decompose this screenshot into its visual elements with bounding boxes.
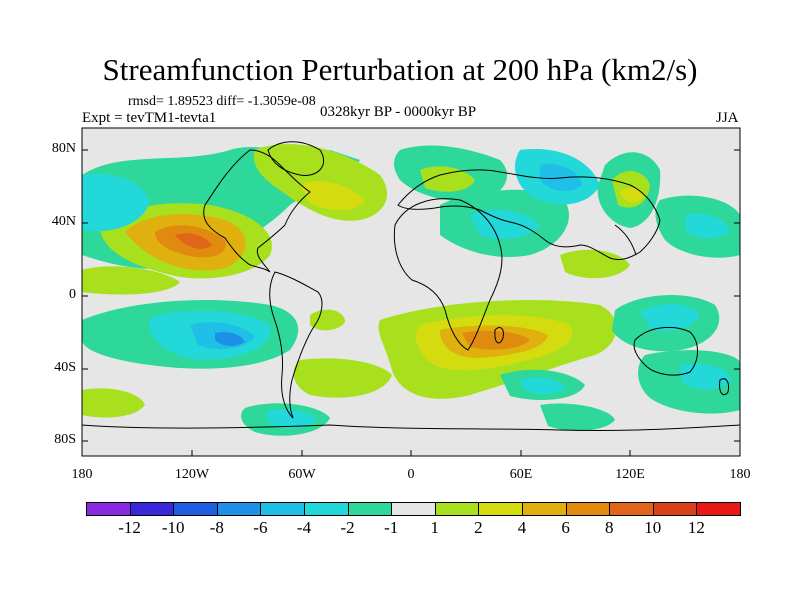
y-tick-label: 0 (69, 287, 76, 302)
x-tick-label: 60E (509, 467, 533, 482)
coastline (633, 327, 698, 376)
contour-region (175, 233, 212, 249)
colorbar-label: 8 (604, 518, 614, 537)
colorbar-label: -8 (209, 518, 224, 537)
contour-region (300, 180, 365, 211)
season-label: JJA (716, 110, 739, 126)
y-tick-label: 40S (54, 360, 76, 375)
colorbar-label: -12 (118, 518, 141, 537)
colorbar-swatch (260, 502, 305, 516)
map-title: Streamfunction Perturbation at 200 hPa (… (102, 52, 698, 87)
colorbar-swatch (565, 502, 611, 516)
contour-region (82, 173, 150, 232)
axis-ticks (82, 149, 740, 456)
colorbar-swatch (129, 502, 175, 516)
contour-region (680, 363, 732, 390)
contour-region (215, 332, 245, 346)
contour-field (82, 128, 740, 456)
coastline (267, 141, 325, 176)
contour-region (620, 187, 643, 203)
colorbar-label: 12 (687, 518, 705, 537)
contour-region (540, 403, 615, 431)
contour-region (265, 409, 316, 429)
colorbar-swatch (652, 502, 698, 516)
colorbar-swatch (304, 502, 349, 516)
contour-region (82, 388, 145, 418)
colorbar-swatch (522, 502, 567, 516)
x-tick-label: 180 (729, 467, 751, 482)
contour-region (560, 249, 630, 279)
colorbar-label: -10 (161, 518, 185, 537)
y-tick-label: 80N (51, 141, 76, 156)
coastline (203, 149, 311, 273)
x-tick-label: 120W (174, 467, 210, 482)
x-tick-label: 60W (288, 467, 316, 482)
period-label: 0328kyr BP - 0000kyr BP (320, 104, 477, 120)
contour-region (640, 304, 700, 332)
coastlines (82, 141, 740, 432)
contour-region (82, 266, 180, 295)
colorbar-label: 10 (644, 518, 662, 537)
coastline (719, 378, 729, 396)
coastline (393, 198, 503, 351)
coastline (614, 224, 637, 256)
colorbar-swatch (478, 502, 523, 516)
colorbar-swatch (696, 502, 741, 516)
colorbar-swatch (347, 502, 393, 516)
y-tick-label: 40N (51, 214, 76, 229)
colorbar-swatch (391, 502, 436, 516)
coastline (269, 271, 323, 419)
colorbar-swatch (434, 502, 480, 516)
contour-region (520, 377, 566, 395)
colorbar-label: 6 (561, 518, 570, 537)
colorbar-swatch (216, 502, 262, 516)
contour-region (293, 358, 392, 398)
experiment-label: Expt = tevTM1-tevta1 (82, 110, 217, 126)
x-tick-label: 0 (407, 467, 415, 482)
coastline (82, 424, 740, 432)
colorbar-label: 1 (430, 518, 440, 537)
stats-text: rmsd= 1.89523 diff= -1.3059e-08 (128, 94, 316, 109)
contour-region (420, 166, 475, 192)
x-tick-label: 120E (615, 467, 645, 482)
y-tick-label: 80S (54, 432, 76, 447)
contour-region (470, 209, 540, 239)
colorbar-swatch (609, 502, 654, 516)
colorbar-label: -2 (340, 518, 355, 537)
contour-region (685, 213, 730, 239)
coastline (397, 169, 661, 261)
coastline (494, 327, 504, 344)
colorbar-label: -6 (253, 518, 268, 537)
colorbar-label: -1 (384, 518, 399, 537)
colorbar-label: 2 (474, 518, 483, 537)
x-tick-label: 180 (71, 467, 93, 482)
colorbar-swatch (86, 502, 131, 516)
contour-region (310, 309, 345, 331)
colorbar-label: 4 (517, 518, 527, 537)
colorbar-label: -4 (296, 518, 312, 537)
colorbar-swatch (173, 502, 218, 516)
